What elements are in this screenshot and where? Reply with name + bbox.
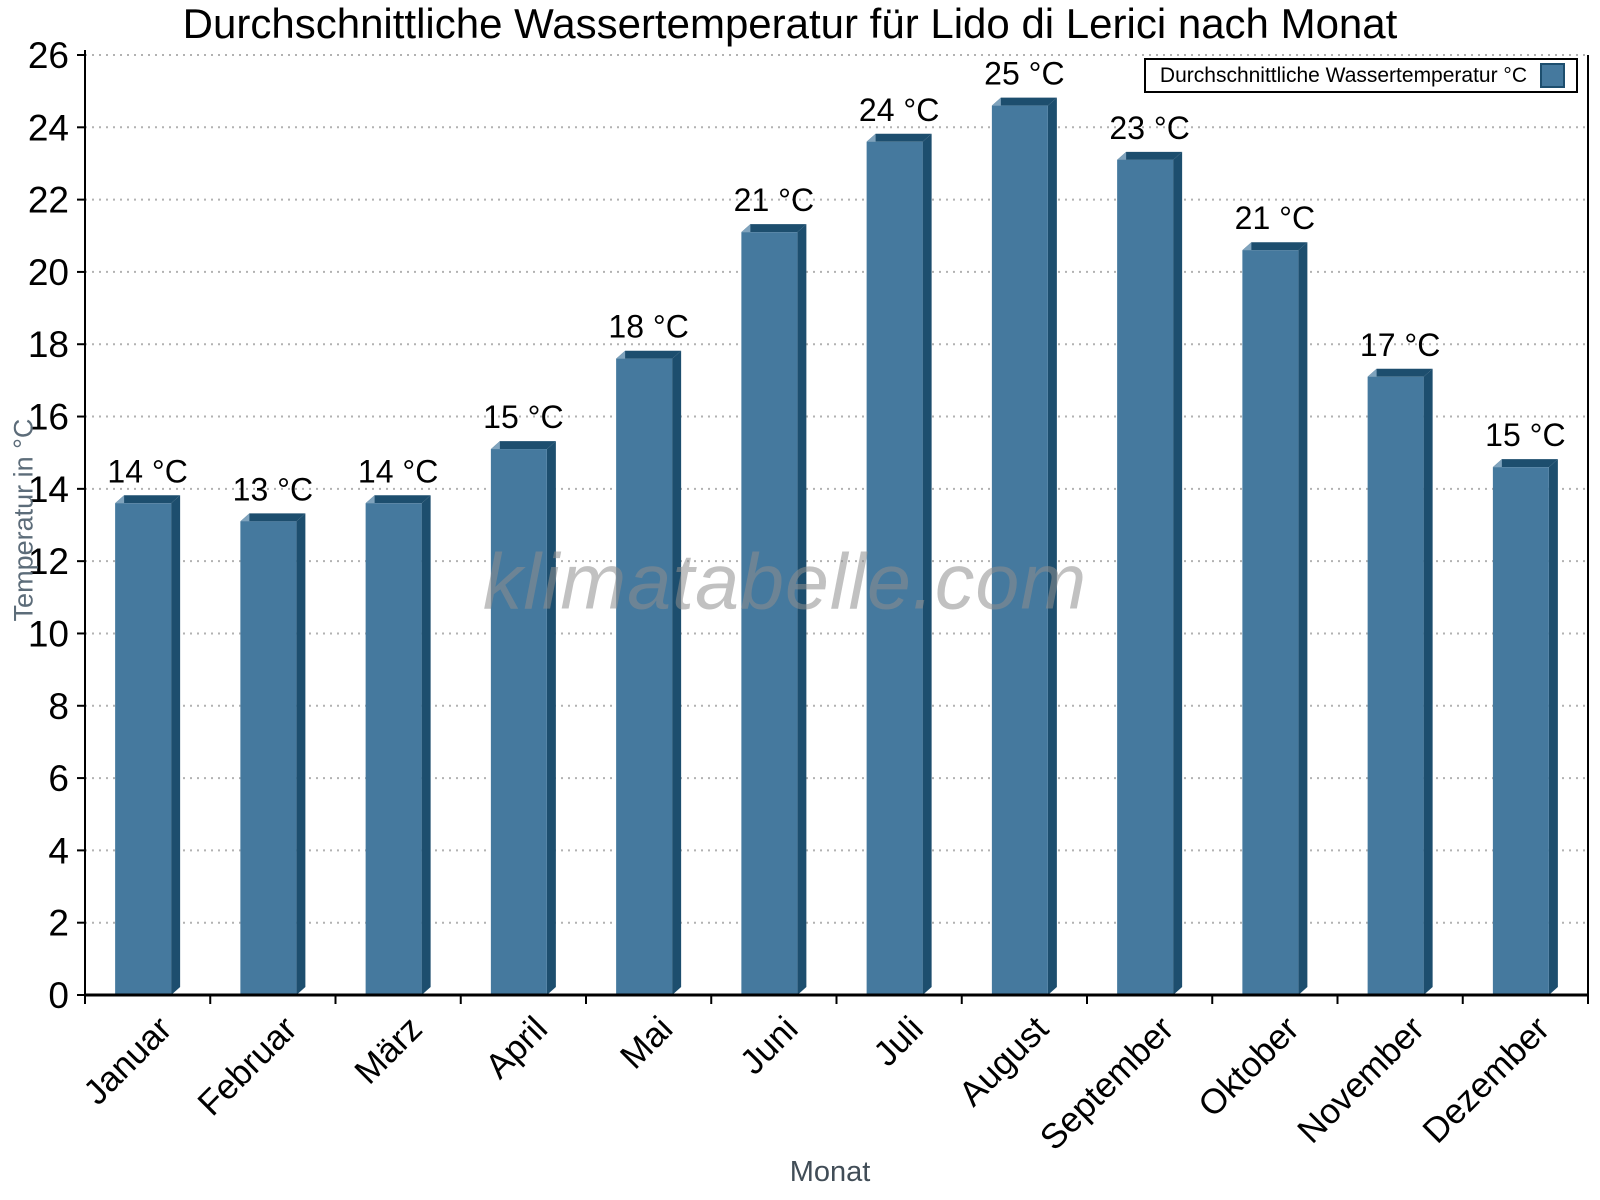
bar — [1242, 250, 1299, 995]
bar-right-face — [1298, 242, 1308, 995]
bar-value-label: 21 °C — [1235, 200, 1315, 236]
bar-value-label: 21 °C — [734, 182, 814, 218]
bar-bevel-highlight — [115, 495, 125, 504]
bar-value-label: 23 °C — [1109, 110, 1189, 146]
bar-value-label: 18 °C — [608, 309, 688, 345]
bar-right-face — [171, 495, 181, 995]
bar-right-face — [1047, 97, 1057, 996]
bar-bevel-highlight — [240, 513, 250, 522]
y-tick-label: 16 — [28, 397, 69, 438]
bar — [115, 503, 172, 995]
bar-top-face — [240, 513, 306, 522]
bar-right-face — [1548, 459, 1558, 996]
bar-top-face — [1492, 459, 1558, 468]
bar-top-face — [866, 133, 932, 142]
x-month-label: August — [951, 1009, 1056, 1114]
legend-label: Durchschnittliche Wassertemperatur °C — [1159, 63, 1527, 87]
bar-top-face — [1242, 242, 1308, 251]
bar-bevel-highlight — [866, 133, 876, 142]
bar-right-face — [421, 495, 431, 995]
bar — [1117, 159, 1174, 995]
bar-right-face — [797, 224, 807, 996]
x-month-label: Januar — [76, 1009, 179, 1112]
bar — [866, 141, 923, 995]
y-tick-label: 8 — [48, 686, 69, 727]
y-tick-label: 12 — [28, 541, 69, 582]
bar-bevel-highlight — [490, 441, 500, 450]
x-month-label: November — [1290, 1009, 1432, 1151]
bar-value-label: 17 °C — [1360, 327, 1440, 363]
bar — [240, 521, 297, 995]
bar-top-face — [490, 441, 556, 450]
bar — [1367, 376, 1424, 995]
x-month-label: März — [347, 1009, 430, 1092]
bar-top-face — [115, 495, 181, 504]
bar-top-face — [1117, 151, 1183, 160]
watermark: klimatabelle.com — [482, 536, 1088, 626]
bar-top-face — [365, 495, 431, 504]
bar-bevel-highlight — [1242, 242, 1252, 251]
y-tick-label: 22 — [28, 180, 69, 221]
y-tick-label: 24 — [28, 107, 69, 148]
bar-right-face — [296, 513, 306, 995]
bar — [741, 232, 798, 996]
legend: Durchschnittliche Wassertemperatur °C — [1143, 58, 1578, 93]
bar-top-face — [616, 350, 682, 359]
bar-bevel-highlight — [741, 224, 751, 233]
x-month-label: Oktober — [1191, 1009, 1307, 1125]
bar-bevel-highlight — [1367, 368, 1377, 377]
bar-right-face — [546, 441, 556, 996]
bar-value-label: 15 °C — [1485, 417, 1565, 453]
bar-bevel-highlight — [616, 350, 626, 359]
x-month-label: Juli — [866, 1009, 931, 1074]
x-month-label: Mai — [613, 1009, 680, 1076]
chart-title: Durchschnittliche Wassertemperatur für L… — [182, 0, 1398, 47]
y-tick-label: 2 — [48, 903, 69, 944]
y-tick-label: 18 — [28, 324, 69, 365]
y-tick-label: 10 — [28, 613, 69, 654]
y-tick-label: 26 — [28, 35, 69, 76]
bar-top-face — [991, 97, 1057, 106]
bar-value-label: 14 °C — [107, 453, 187, 489]
bar — [365, 503, 422, 995]
y-tick-label: 4 — [48, 830, 69, 871]
bar-top-face — [741, 224, 807, 233]
bar-bevel-highlight — [1117, 151, 1127, 160]
y-tick-label: 20 — [28, 252, 69, 293]
bar-value-label: 25 °C — [984, 56, 1064, 92]
bar — [991, 105, 1048, 996]
y-axis-title: Temperatur in °C — [8, 418, 39, 622]
x-month-label: Juni — [733, 1009, 806, 1082]
y-tick-label: 6 — [48, 758, 69, 799]
bar — [490, 449, 547, 996]
bar — [616, 358, 673, 995]
bar-bevel-highlight — [1492, 459, 1502, 468]
bar-right-face — [1423, 368, 1433, 995]
bar-value-label: 13 °C — [233, 471, 313, 507]
bar-right-face — [1173, 151, 1183, 995]
x-axis-title: Monat — [789, 1156, 871, 1188]
x-month-label: Februar — [190, 1009, 304, 1123]
bar-right-face — [922, 133, 932, 995]
x-month-label: September — [1033, 1009, 1182, 1158]
bar-value-label: 14 °C — [358, 453, 438, 489]
legend-swatch-icon — [1540, 63, 1565, 88]
bar-value-label: 24 °C — [859, 92, 939, 128]
bar-right-face — [672, 350, 682, 995]
bar-value-label: 15 °C — [483, 399, 563, 435]
x-month-label: April — [478, 1009, 555, 1086]
x-month-label: Dezember — [1415, 1009, 1557, 1151]
y-tick-label: 0 — [48, 975, 69, 1016]
y-tick-label: 14 — [28, 469, 69, 510]
bar — [1492, 467, 1549, 996]
bar-bevel-highlight — [365, 495, 375, 504]
bar-bevel-highlight — [991, 97, 1001, 106]
bar-top-face — [1367, 368, 1433, 377]
